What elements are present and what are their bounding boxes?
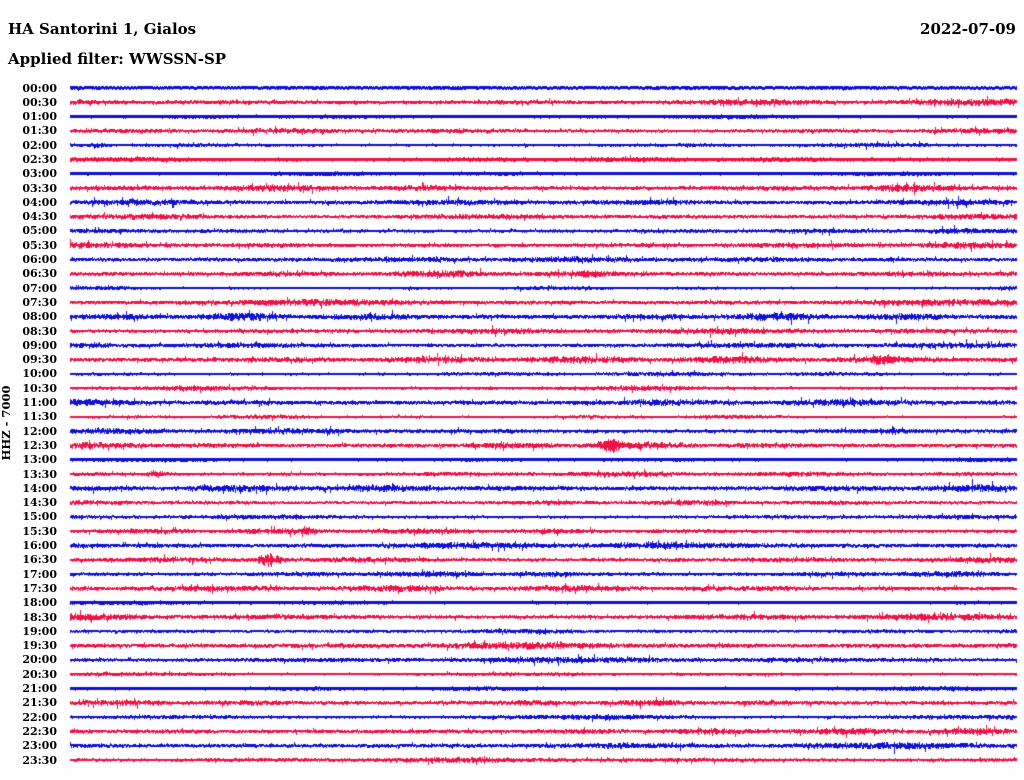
helicorder-trace-canvas <box>0 0 1024 780</box>
helicorder-page: HA Santorini 1, Gialos 2022-07-09 Applie… <box>0 0 1024 780</box>
